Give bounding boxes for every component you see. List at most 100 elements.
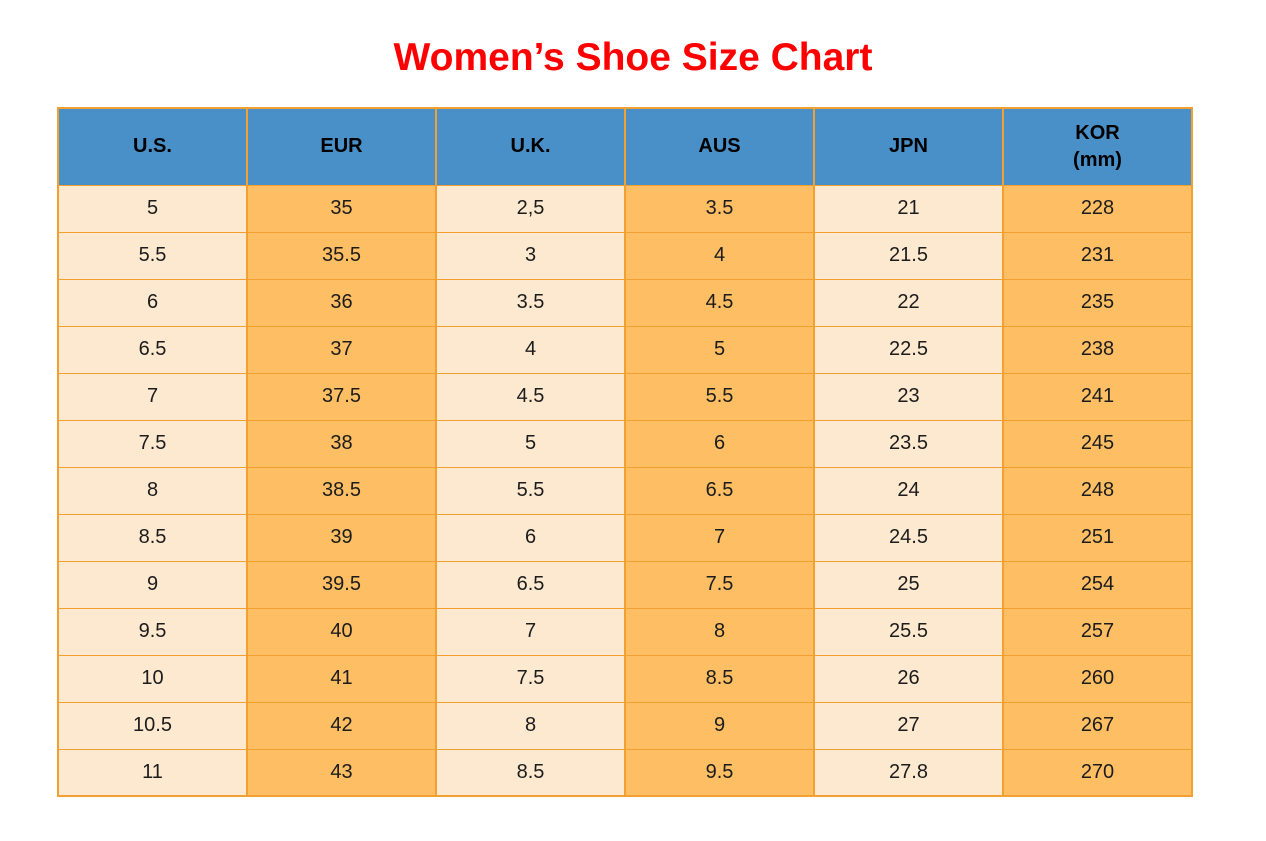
table-body: 5 35 2,5 3.5 21 228 5.5 35.5 3 4 21.5 231 6 36 3.5 4.5 2… — [57, 184, 1193, 797]
table-cell: 231 — [1002, 231, 1193, 280]
table-row: 9.5 40 7 8 25.5 257 — [57, 607, 1193, 656]
table-cell: 9.5 — [624, 748, 815, 797]
table-row: 6 36 3.5 4.5 22 235 — [57, 278, 1193, 327]
table-cell: 22 — [813, 278, 1004, 327]
column-header-label: JPN — [889, 135, 928, 158]
table-row: 7 37.5 4.5 5.5 23 241 — [57, 372, 1193, 421]
table-cell: 5 — [624, 325, 815, 374]
table-cell: 8.5 — [624, 654, 815, 703]
table-cell: 10 — [57, 654, 248, 703]
table-cell: 27.8 — [813, 748, 1004, 797]
table-cell: 35.5 — [246, 231, 437, 280]
column-header-label: U.K. — [510, 135, 551, 158]
table-row: 7.5 38 5 6 23.5 245 — [57, 419, 1193, 468]
table-cell: 7 — [435, 607, 626, 656]
table-cell: 4.5 — [435, 372, 626, 421]
table-cell: 7.5 — [435, 654, 626, 703]
table-cell: 11 — [57, 748, 248, 797]
table-cell: 21 — [813, 184, 1004, 233]
table-cell: 6.5 — [624, 466, 815, 515]
table-cell: 5.5 — [435, 466, 626, 515]
table-cell: 8 — [57, 466, 248, 515]
table-cell: 36 — [246, 278, 437, 327]
table-cell: 9 — [57, 560, 248, 609]
table-cell: 3.5 — [624, 184, 815, 233]
table-cell: 3.5 — [435, 278, 626, 327]
table-cell: 37 — [246, 325, 437, 374]
table-row: 6.5 37 4 5 22.5 238 — [57, 325, 1193, 374]
table-row: 10.5 42 8 9 27 267 — [57, 701, 1193, 750]
table-cell: 5.5 — [624, 372, 815, 421]
table-cell: 251 — [1002, 513, 1193, 562]
table-cell: 25.5 — [813, 607, 1004, 656]
table-cell: 37.5 — [246, 372, 437, 421]
table-cell: 35 — [246, 184, 437, 233]
table-cell: 270 — [1002, 748, 1193, 797]
table-cell: 10.5 — [57, 701, 248, 750]
table-cell: 8.5 — [57, 513, 248, 562]
table-cell: 42 — [246, 701, 437, 750]
table-cell: 4 — [435, 325, 626, 374]
table-cell: 6.5 — [57, 325, 248, 374]
table-cell: 38.5 — [246, 466, 437, 515]
shoe-size-table: U.S. EUR U.K. AUS JPN KOR (mm) 5 35 2,5 3.5 21 228 5… — [57, 107, 1193, 797]
column-header-kor: KOR (mm) — [1002, 107, 1193, 186]
table-cell: 5 — [435, 419, 626, 468]
table-cell: 6.5 — [435, 560, 626, 609]
table-cell: 4 — [624, 231, 815, 280]
table-cell: 3 — [435, 231, 626, 280]
table-row: 10 41 7.5 8.5 26 260 — [57, 654, 1193, 703]
column-header-label: EUR — [320, 135, 363, 158]
table-cell: 254 — [1002, 560, 1193, 609]
table-cell: 228 — [1002, 184, 1193, 233]
table-header: U.S. EUR U.K. AUS JPN KOR (mm) — [57, 107, 1193, 186]
table-cell: 8 — [435, 701, 626, 750]
table-cell: 7 — [624, 513, 815, 562]
column-header-label: U.S. — [133, 135, 172, 158]
table-row: 5 35 2,5 3.5 21 228 — [57, 184, 1193, 233]
table-cell: 6 — [57, 278, 248, 327]
column-header-jpn: JPN — [813, 107, 1004, 186]
table-cell: 248 — [1002, 466, 1193, 515]
table-row: 9 39.5 6.5 7.5 25 254 — [57, 560, 1193, 609]
table-cell: 39.5 — [246, 560, 437, 609]
column-header-label: KOR — [1075, 121, 1120, 144]
table-cell: 22.5 — [813, 325, 1004, 374]
table-cell: 38 — [246, 419, 437, 468]
table-row: 5.5 35.5 3 4 21.5 231 — [57, 231, 1193, 280]
table-cell: 5.5 — [57, 231, 248, 280]
table-cell: 241 — [1002, 372, 1193, 421]
column-header-aus: AUS — [624, 107, 815, 186]
table-cell: 4.5 — [624, 278, 815, 327]
column-header-uk: U.K. — [435, 107, 626, 186]
table-cell: 7.5 — [624, 560, 815, 609]
table-cell: 9 — [624, 701, 815, 750]
table-cell: 257 — [1002, 607, 1193, 656]
table-cell: 25 — [813, 560, 1004, 609]
table-cell: 260 — [1002, 654, 1193, 703]
table-cell: 27 — [813, 701, 1004, 750]
table-cell: 9.5 — [57, 607, 248, 656]
table-cell: 238 — [1002, 325, 1193, 374]
table-cell: 43 — [246, 748, 437, 797]
table-row: 8.5 39 6 7 24.5 251 — [57, 513, 1193, 562]
table-row: 11 43 8.5 9.5 27.8 270 — [57, 748, 1193, 797]
column-header-label: AUS — [698, 135, 741, 158]
table-cell: 24 — [813, 466, 1004, 515]
table-cell: 267 — [1002, 701, 1193, 750]
table-cell: 245 — [1002, 419, 1193, 468]
table-cell: 26 — [813, 654, 1004, 703]
table-row: 8 38.5 5.5 6.5 24 248 — [57, 466, 1193, 515]
table-cell: 7 — [57, 372, 248, 421]
header-row: U.S. EUR U.K. AUS JPN KOR (mm) — [57, 107, 1193, 186]
table-cell: 23 — [813, 372, 1004, 421]
table-cell: 8 — [624, 607, 815, 656]
table-cell: 7.5 — [57, 419, 248, 468]
table-cell: 5 — [57, 184, 248, 233]
column-header-us: U.S. — [57, 107, 248, 186]
table-cell: 24.5 — [813, 513, 1004, 562]
table-cell: 41 — [246, 654, 437, 703]
table-cell: 39 — [246, 513, 437, 562]
table-cell: 6 — [435, 513, 626, 562]
